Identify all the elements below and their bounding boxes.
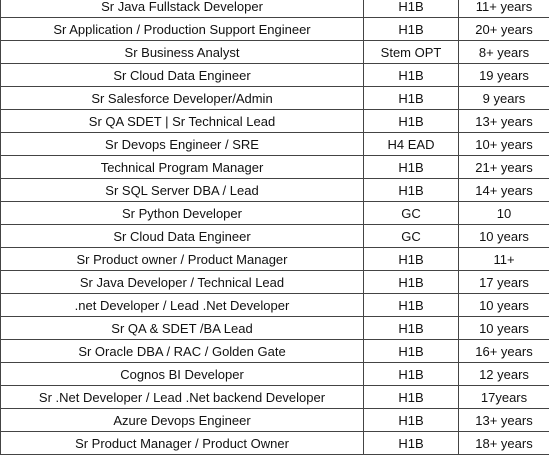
visa-cell: H1B: [364, 271, 459, 294]
experience-cell: 13+ years: [459, 409, 549, 432]
table-row: Sr .Net Developer / Lead .Net backend De…: [1, 386, 549, 409]
visa-cell: GC: [364, 202, 459, 225]
experience-cell: 20+ years: [459, 18, 549, 41]
role-cell: Azure Devops Engineer: [1, 409, 364, 432]
visa-cell: H1B: [364, 340, 459, 363]
visa-cell: H1B: [364, 179, 459, 202]
role-cell: Sr Application / Production Support Engi…: [1, 18, 364, 41]
experience-cell: 10+ years: [459, 133, 549, 156]
visa-cell: H1B: [364, 363, 459, 386]
role-cell: Cognos BI Developer: [1, 363, 364, 386]
table-row: Sr Application / Production Support Engi…: [1, 18, 549, 41]
experience-cell: 17 years: [459, 271, 549, 294]
visa-cell: H1B: [364, 18, 459, 41]
visa-cell: H1B: [364, 294, 459, 317]
visa-cell: H1B: [364, 156, 459, 179]
visa-cell: H1B: [364, 64, 459, 87]
role-cell: Technical Program Manager: [1, 156, 364, 179]
experience-cell: 13+ years: [459, 110, 549, 133]
visa-cell: H1B: [364, 0, 459, 18]
visa-cell: H1B: [364, 87, 459, 110]
experience-cell: 11+ years: [459, 0, 549, 18]
role-cell: Sr .Net Developer / Lead .Net backend De…: [1, 386, 364, 409]
experience-cell: 11+: [459, 248, 549, 271]
role-cell: Sr Devops Engineer / SRE: [1, 133, 364, 156]
experience-cell: 16+ years: [459, 340, 549, 363]
visa-cell: H1B: [364, 110, 459, 133]
visa-cell: GC: [364, 225, 459, 248]
experience-cell: 10 years: [459, 225, 549, 248]
role-cell: Sr Salesforce Developer/Admin: [1, 87, 364, 110]
experience-cell: 14+ years: [459, 179, 549, 202]
experience-cell: 10 years: [459, 294, 549, 317]
experience-cell: 10: [459, 202, 549, 225]
experience-cell: 21+ years: [459, 156, 549, 179]
role-cell: Sr QA SDET | Sr Technical Lead: [1, 110, 364, 133]
visa-cell: H1B: [364, 317, 459, 340]
experience-cell: 10 years: [459, 317, 549, 340]
experience-cell: 8+ years: [459, 41, 549, 64]
visa-cell: H1B: [364, 409, 459, 432]
role-cell: Sr Cloud Data Engineer: [1, 64, 364, 87]
experience-cell: 12 years: [459, 363, 549, 386]
visa-cell: H4 EAD: [364, 133, 459, 156]
experience-cell: 18+ years: [459, 432, 549, 455]
role-cell: Sr SQL Server DBA / Lead: [1, 179, 364, 202]
role-cell: Sr QA & SDET /BA Lead: [1, 317, 364, 340]
visa-cell: H1B: [364, 248, 459, 271]
experience-cell: 17years: [459, 386, 549, 409]
role-cell: Sr Cloud Data Engineer: [1, 225, 364, 248]
experience-cell: 9 years: [459, 87, 549, 110]
role-cell: .net Developer / Lead .Net Developer: [1, 294, 364, 317]
role-cell: Sr Python Developer: [1, 202, 364, 225]
role-cell: Sr Java Developer / Technical Lead: [1, 271, 364, 294]
experience-cell: 19 years: [459, 64, 549, 87]
role-cell: Sr Product owner / Product Manager: [1, 248, 364, 271]
role-cell: Sr Business Analyst: [1, 41, 364, 64]
visa-cell: Stem OPT: [364, 41, 459, 64]
role-cell: Sr Oracle DBA / RAC / Golden Gate: [1, 340, 364, 363]
role-cell: Sr Java Fullstack Developer: [1, 0, 364, 18]
role-cell: Sr Product Manager / Product Owner: [1, 432, 364, 455]
visa-cell: H1B: [364, 386, 459, 409]
visa-cell: H1B: [364, 432, 459, 455]
